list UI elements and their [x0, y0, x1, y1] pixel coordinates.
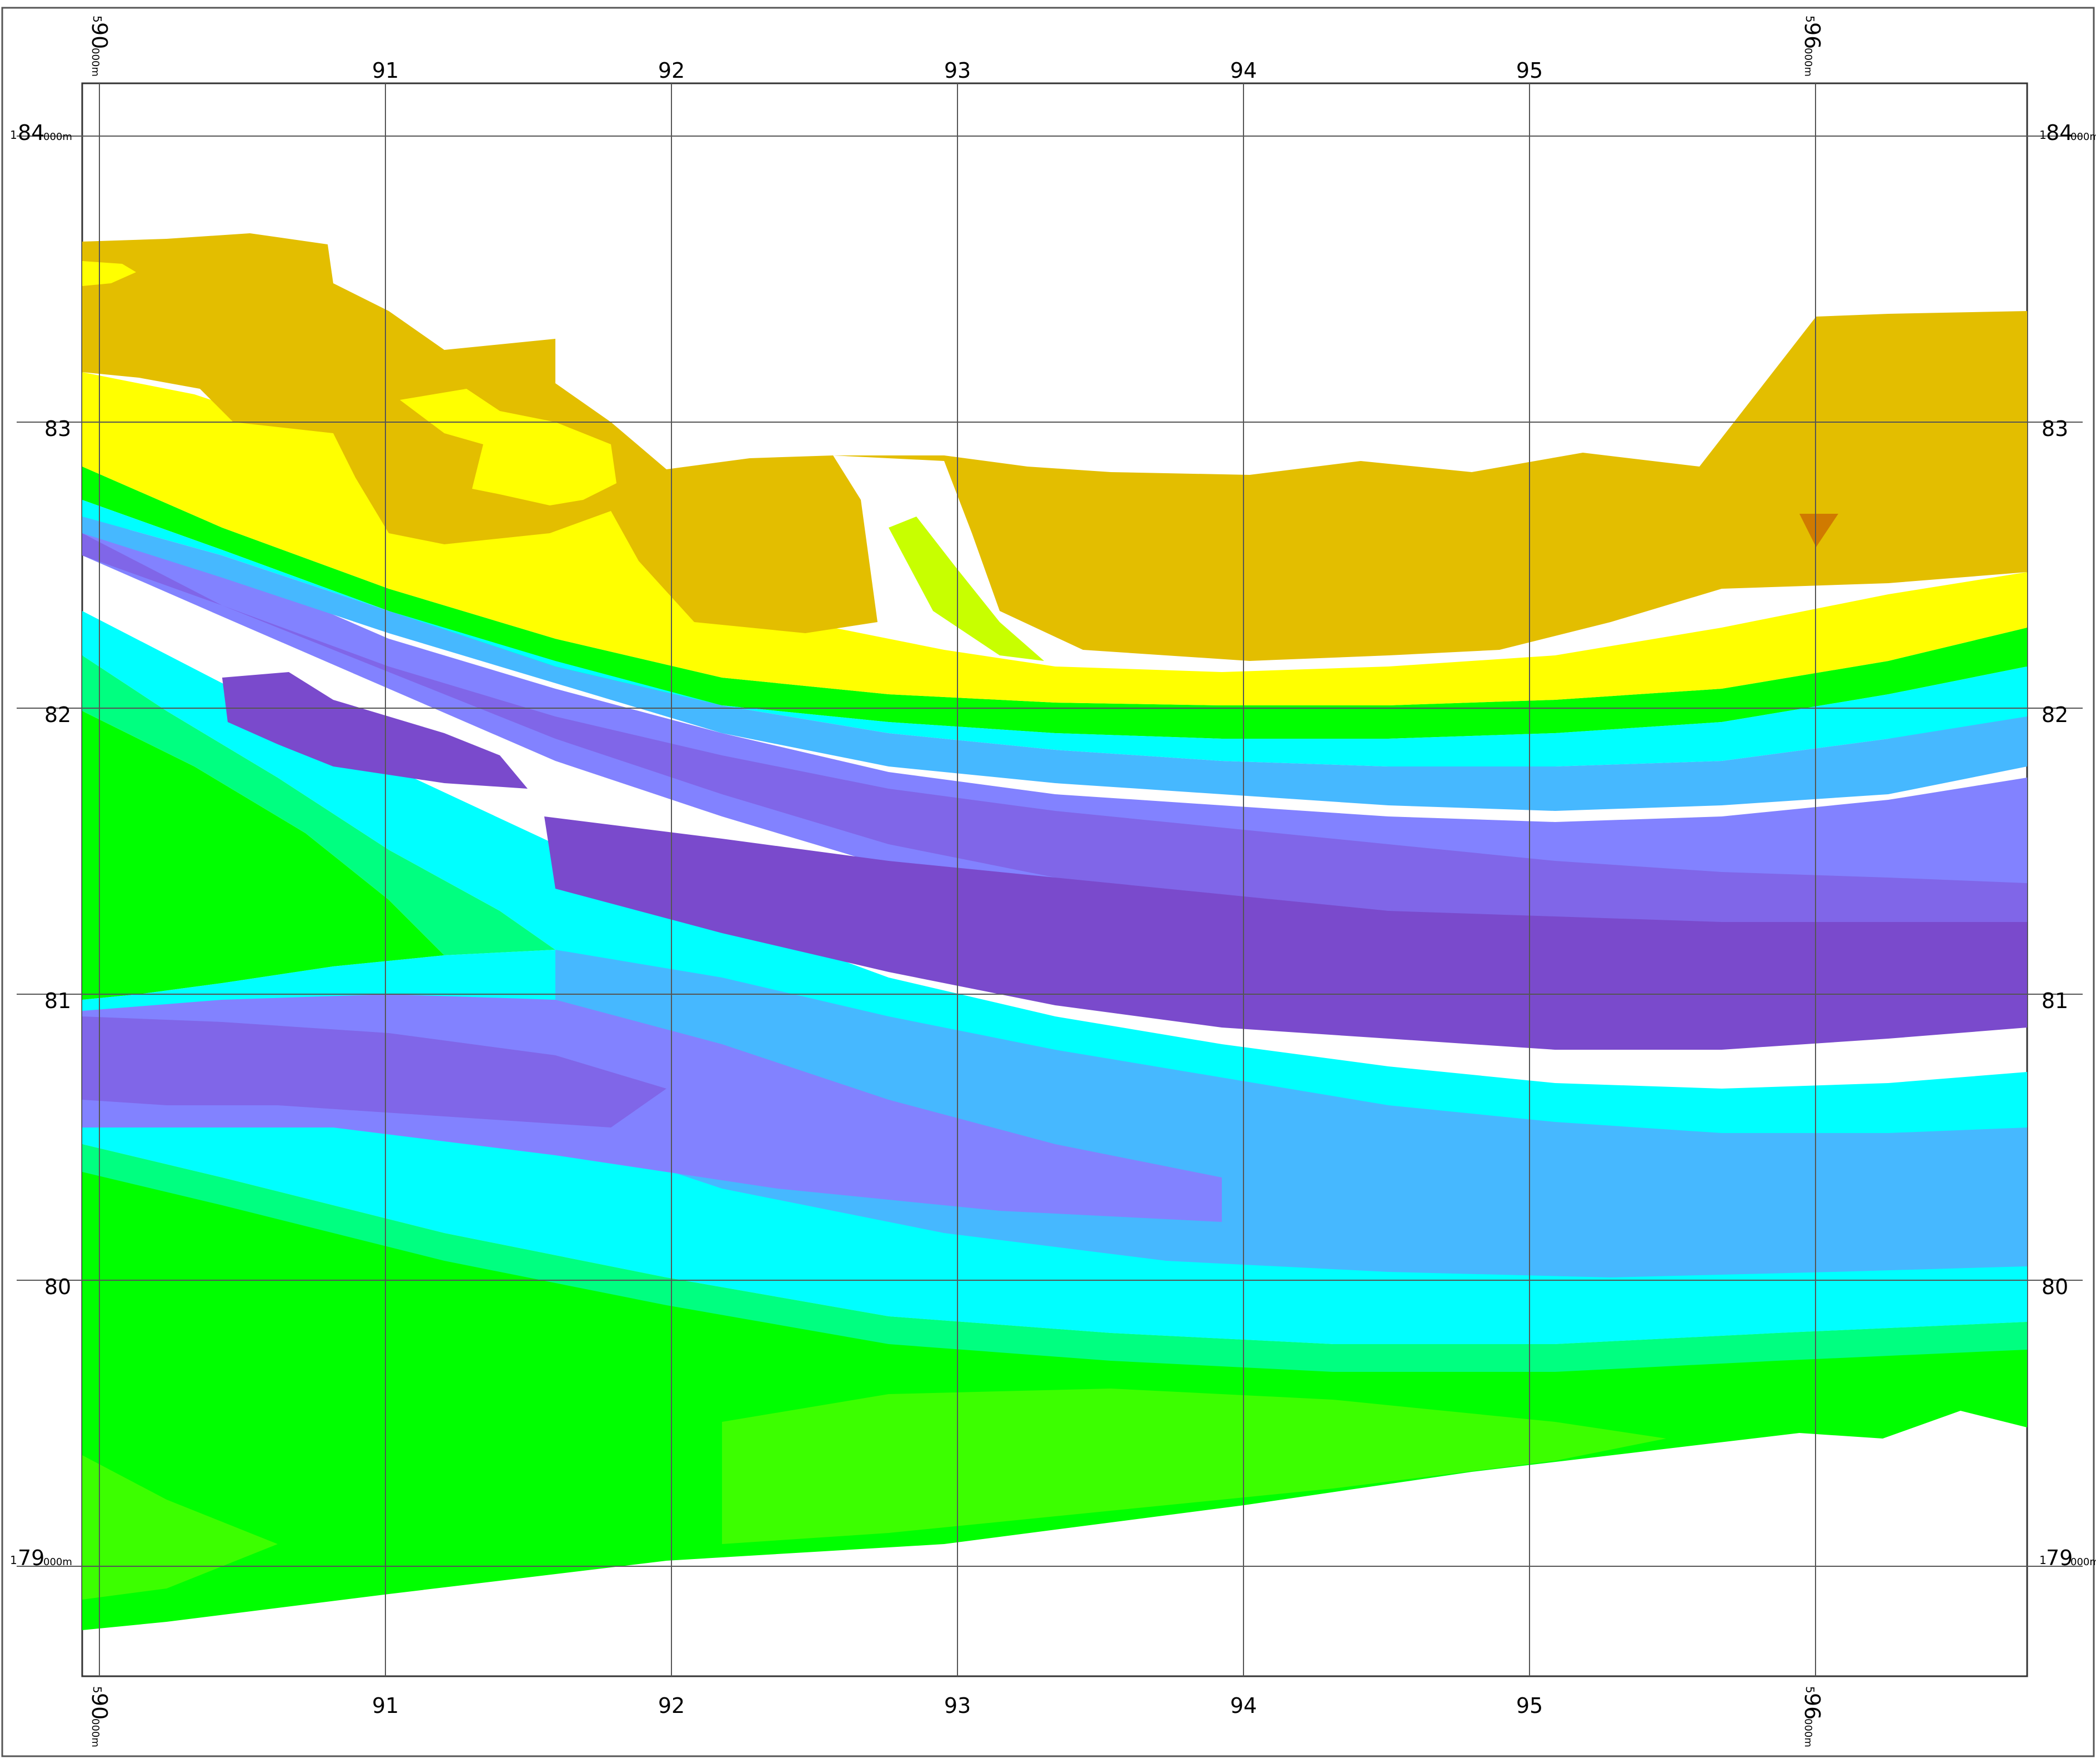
x-label-top-93: 93: [944, 58, 971, 83]
corner-label-x-left-bottom: 5 90 000m: [87, 1686, 112, 1747]
corner-sup: 1: [2039, 1553, 2047, 1567]
color-bands: [82, 233, 2027, 1630]
y-label-right-82: 82: [2042, 703, 2068, 727]
x-label-top-94: 94: [1230, 58, 1257, 83]
corner-sub: 000m: [1802, 48, 1814, 77]
map-outer-frame: [1, 7, 2095, 1757]
cyan-transition: [82, 500, 2027, 766]
corner-label-y-bottom-left: 1 79 000m: [10, 1546, 72, 1570]
corner-sub: 000m: [1802, 1718, 1814, 1747]
x-label-bottom-94: 94: [1230, 1693, 1257, 1718]
corner-main: 96: [1800, 1693, 1824, 1720]
corner-sub: 000m: [89, 48, 101, 77]
sky-blue-band-upper: [82, 517, 2027, 811]
corner-sub: 000m: [43, 131, 72, 143]
x-label-top-91: 91: [372, 58, 399, 83]
yellow-inner-patch: [400, 389, 616, 505]
corner-sup: 5: [91, 16, 104, 23]
purple-band-left: [82, 1016, 666, 1127]
corner-main: 90: [87, 1693, 112, 1720]
x-label-top-95: 95: [1516, 58, 1543, 83]
corner-sup: 1: [10, 128, 17, 142]
spring-green-edge: [82, 1144, 2027, 1372]
corner-main: 79: [2046, 1546, 2073, 1570]
corner-sub: 000m: [89, 1718, 101, 1747]
dark-purple-patch-left: [222, 672, 528, 789]
grid-labels: 91 92 93 94 95 91 92 93 94 95 83 82 81 8…: [44, 58, 2068, 1718]
y-label-right-83: 83: [2042, 417, 2068, 441]
corner-sup: 1: [10, 1553, 17, 1567]
y-label-right-80: 80: [2042, 1275, 2068, 1299]
corner-main: 84: [2046, 121, 2073, 145]
y-label-left-80: 80: [44, 1275, 71, 1299]
corner-main: 96: [1800, 22, 1824, 49]
corner-label-y-top-right: 1 84 000m: [2039, 121, 2096, 145]
orange-spot: [1799, 514, 1838, 547]
corner-sup: 5: [91, 1686, 104, 1693]
corner-main: 79: [18, 1546, 44, 1570]
y-label-left-82: 82: [44, 703, 71, 727]
green-bright-patch-left: [82, 1455, 278, 1600]
purple-band-upper: [82, 533, 2027, 972]
corner-label-x-left-top: 5 90 000m: [87, 16, 112, 77]
x-label-bottom-92: 92: [658, 1693, 685, 1718]
x-label-bottom-95: 95: [1516, 1693, 1543, 1718]
corner-label-x-right-top: 5 96 000m: [1800, 16, 1824, 77]
yellow-green-patch: [889, 517, 1044, 661]
yellow-notch-top-left: [82, 261, 136, 286]
corner-label-y-top-left: 1 84 000m: [10, 121, 72, 145]
green-wedge-left: [82, 711, 444, 1000]
corner-main: 90: [87, 22, 112, 49]
corner-label-y-bottom-right: 1 79 000m: [2039, 1546, 2096, 1570]
corner-sup: 1: [2039, 128, 2047, 142]
x-label-bottom-91: 91: [372, 1693, 399, 1718]
grid-lines: [17, 83, 2083, 1676]
y-label-right-81: 81: [2042, 989, 2068, 1013]
corner-label-x-right-bottom: 5 96 000m: [1800, 1686, 1824, 1747]
x-label-bottom-93: 93: [944, 1693, 971, 1718]
spring-green-wedge: [82, 655, 555, 955]
y-label-left-83: 83: [44, 417, 71, 441]
dark-purple-band: [544, 816, 2027, 1050]
y-label-left-81: 81: [44, 989, 71, 1013]
corner-sub: 000m: [2070, 131, 2096, 143]
corner-main: 84: [18, 121, 44, 145]
corner-sup: 5: [1803, 1686, 1817, 1693]
corner-sub: 000m: [2070, 1556, 2096, 1568]
corner-sup: 5: [1803, 16, 1817, 23]
corner-sub: 000m: [43, 1556, 72, 1568]
dark-gold-region: [82, 233, 2027, 661]
x-label-top-92: 92: [658, 58, 685, 83]
